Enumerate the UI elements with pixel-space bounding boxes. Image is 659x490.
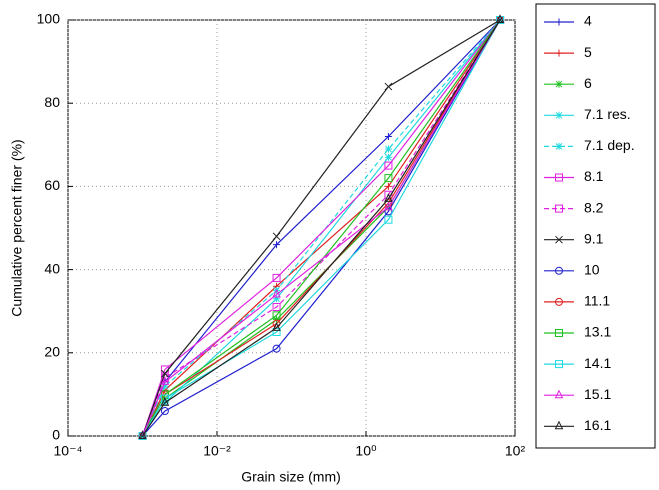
- marker: [273, 316, 281, 324]
- legend: [535, 3, 656, 449]
- series-line: [142, 19, 501, 437]
- legend-label: 6: [584, 75, 592, 91]
- series-line: [142, 19, 501, 437]
- marker: [384, 201, 393, 211]
- series-line: [141, 19, 501, 437]
- marker: [384, 161, 393, 170]
- legend-label: 15.1: [584, 386, 611, 402]
- legend-label: 4: [584, 13, 592, 29]
- series-line: [141, 19, 501, 437]
- marker: [160, 376, 170, 385]
- x-axis-label: Grain size (mm): [241, 469, 341, 485]
- legend-label: 14.1: [584, 355, 611, 371]
- marker: [161, 369, 169, 378]
- legend-label: 9.1: [584, 230, 604, 246]
- marker: [384, 193, 393, 202]
- marker: [384, 82, 393, 91]
- legend-label: 7.1 dep.: [584, 137, 635, 153]
- marker: [384, 153, 392, 161]
- legend-label: 7.1 res.: [584, 106, 631, 122]
- legend-label: 8.1: [584, 168, 604, 184]
- marker: [384, 215, 393, 224]
- y-tick-label: 80: [44, 94, 60, 110]
- legend-label: 8.2: [584, 199, 604, 215]
- marker: [555, 329, 563, 337]
- legend-label: 10: [584, 262, 600, 278]
- marker: [554, 389, 564, 399]
- marker: [272, 273, 281, 282]
- marker: [272, 344, 281, 353]
- marker: [160, 397, 170, 406]
- y-tick-label: 0: [52, 427, 60, 443]
- marker: [555, 49, 563, 57]
- marker: [384, 182, 392, 190]
- marker: [273, 295, 281, 303]
- marker: [555, 297, 563, 306]
- marker: [161, 382, 169, 390]
- marker: [272, 303, 281, 312]
- marker: [272, 311, 281, 320]
- marker: [554, 420, 564, 430]
- marker: [273, 241, 281, 249]
- y-tick-label: 100: [37, 11, 61, 27]
- y-tick-label: 40: [44, 260, 60, 276]
- x-tick-label: 10⁻²: [203, 443, 231, 459]
- marker: [555, 360, 563, 369]
- marker: [384, 145, 392, 153]
- x-tick-label: 10⁰: [355, 443, 377, 459]
- x-tick-label: 10⁻⁴: [54, 443, 83, 459]
- marker: [555, 266, 563, 275]
- plot-area: [67, 19, 516, 437]
- series-line: [141, 19, 501, 437]
- marker: [272, 232, 281, 241]
- marker: [555, 111, 563, 119]
- marker: [384, 132, 392, 140]
- legend-label: 11.1: [584, 293, 610, 309]
- marker: [555, 80, 563, 88]
- marker: [272, 322, 281, 331]
- marker: [555, 173, 563, 182]
- y-axis-label: Cumulative percent finer (%): [9, 139, 25, 316]
- marker: [160, 407, 169, 416]
- legend-label: 16.1: [584, 417, 611, 433]
- marker: [555, 235, 563, 244]
- marker: [495, 14, 505, 23]
- marker: [138, 430, 147, 439]
- marker: [555, 142, 563, 150]
- marker: [272, 288, 281, 298]
- legend-label: 13.1: [584, 324, 611, 340]
- y-tick-label: 60: [44, 177, 60, 193]
- marker: [555, 204, 563, 213]
- series-line: [141, 19, 501, 437]
- x-tick-label: 10²: [505, 443, 526, 459]
- legend-label: 5: [584, 44, 592, 60]
- series-line: [141, 19, 501, 437]
- marker: [555, 18, 563, 26]
- y-tick-label: 20: [44, 344, 60, 360]
- marker: [384, 174, 393, 183]
